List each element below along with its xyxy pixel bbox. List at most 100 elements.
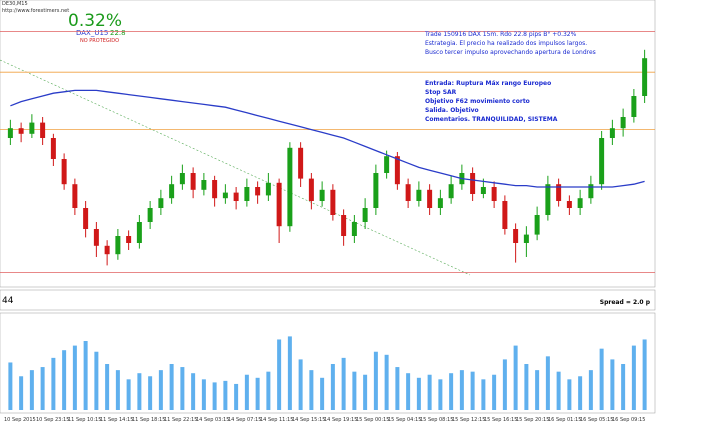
candle-body	[577, 198, 583, 208]
candle-body	[179, 173, 185, 185]
annotation: Estrategia. El precio ha realizado dos i…	[425, 40, 587, 47]
candle-body	[642, 58, 648, 96]
candle-body	[502, 201, 508, 229]
volume-bar	[395, 367, 400, 410]
volume-bar	[105, 364, 110, 410]
x-tick-label: 16 Sep 09:15	[612, 417, 645, 423]
candle-body	[448, 184, 454, 199]
candle-body	[298, 147, 304, 179]
volume-bar	[406, 373, 411, 410]
x-tick-label: 11 Sep 18:15	[132, 417, 165, 423]
volume-bar	[438, 379, 443, 410]
result: 0.32%	[68, 11, 122, 31]
volume-bar	[320, 377, 325, 410]
candle-body	[599, 138, 605, 185]
x-tick-label: 15 Sep 12:15	[452, 417, 485, 423]
candle-body	[104, 245, 110, 255]
volume-bar	[126, 379, 131, 410]
candle-body	[93, 229, 99, 246]
candle-body	[330, 189, 336, 215]
x-tick-label: 10 Sep 2015	[4, 417, 36, 423]
candle-body	[115, 236, 121, 255]
volume-bar	[137, 373, 142, 410]
candle-body	[470, 173, 476, 194]
candle-body	[255, 187, 261, 196]
volume-bar	[62, 350, 67, 410]
candle-body	[18, 128, 24, 134]
volume-bar	[449, 373, 454, 410]
x-tick-label: 14 Sep 11:15	[260, 417, 293, 423]
volume-bar	[255, 377, 260, 410]
candle-body	[126, 236, 132, 243]
volume-bar	[621, 364, 626, 410]
annotation: Comentarios. TRANQUILIDAD, SISTEMA	[425, 116, 558, 123]
x-tick-label: 11 Sep 14:15	[100, 417, 133, 423]
candle-body	[405, 184, 411, 201]
x-tick-label: 11 Sep 22:15	[164, 417, 197, 423]
candle-body	[40, 122, 46, 138]
candle-body	[609, 128, 615, 138]
volume-bar	[287, 336, 292, 410]
candle-body	[588, 184, 594, 199]
volume-bar	[115, 370, 120, 410]
candle-body	[169, 184, 175, 199]
volume-bar	[309, 370, 314, 410]
volume-bar	[169, 364, 174, 410]
x-tick-label: 15 Sep 20:15	[516, 417, 549, 423]
volume-bar	[51, 357, 56, 410]
volume-bar	[72, 345, 77, 410]
volume-bar	[384, 354, 389, 410]
x-tick-label: 15 Sep 04:15	[388, 417, 421, 423]
x-tick-label: 11 Sep 10:15	[68, 417, 101, 423]
candle-body	[147, 208, 153, 222]
header: DE30,M15	[2, 1, 28, 7]
volume-bar	[83, 341, 88, 410]
volume-bar	[352, 371, 357, 410]
candle-body	[566, 201, 572, 208]
candle-body	[83, 208, 89, 229]
candle-body	[373, 173, 379, 208]
volume-panel	[0, 312, 656, 414]
volume-bar	[180, 367, 185, 410]
candle-body	[7, 128, 13, 138]
volume-bar	[212, 382, 217, 410]
volume-bar	[363, 374, 368, 410]
x-tick-label: 15 Sep 00:15	[356, 417, 389, 423]
candle-body	[29, 122, 35, 134]
candle-body	[534, 215, 540, 235]
candle-body	[308, 178, 314, 201]
candle-body	[50, 138, 56, 159]
x-tick-label: 15 Sep 08:15	[420, 417, 453, 423]
volume-bar	[148, 376, 153, 410]
candle-body	[427, 189, 433, 208]
annotation: Objetivo F62 movimiento corto	[425, 98, 530, 105]
candle-body	[244, 187, 250, 201]
volume-bar	[341, 357, 346, 410]
annotation: Trade 150916 DAX 15m. Rdo 22.8 pips B° +…	[424, 31, 577, 38]
candle-body	[276, 182, 282, 227]
annotation: Salida. Objetivo	[425, 107, 479, 114]
x-tick-label: 14 Sep 19:15	[324, 417, 357, 423]
x-tick-label: 14 Sep 03:15	[196, 417, 229, 423]
volume-bar	[427, 374, 432, 410]
volume-bar	[158, 370, 163, 410]
candle-body	[341, 215, 347, 236]
volume-bar	[416, 377, 421, 410]
candle-body	[233, 192, 239, 201]
moving-average	[10, 89, 645, 188]
candle-body	[319, 189, 325, 201]
candle-body	[61, 159, 67, 185]
volume-bar	[244, 374, 249, 410]
candle-body	[523, 234, 529, 243]
volume-bar	[588, 370, 593, 410]
candle-body	[394, 156, 400, 185]
candle-body	[384, 156, 390, 173]
candle-body	[491, 187, 497, 201]
annotation: Busco tercer impulso aprovechando apertu…	[425, 49, 596, 56]
volume-bar	[556, 371, 561, 410]
volume-bar	[191, 373, 196, 410]
volume-bar	[373, 351, 378, 410]
candle-body	[212, 180, 218, 199]
candle-body	[72, 184, 78, 208]
volume-bar	[642, 339, 647, 410]
